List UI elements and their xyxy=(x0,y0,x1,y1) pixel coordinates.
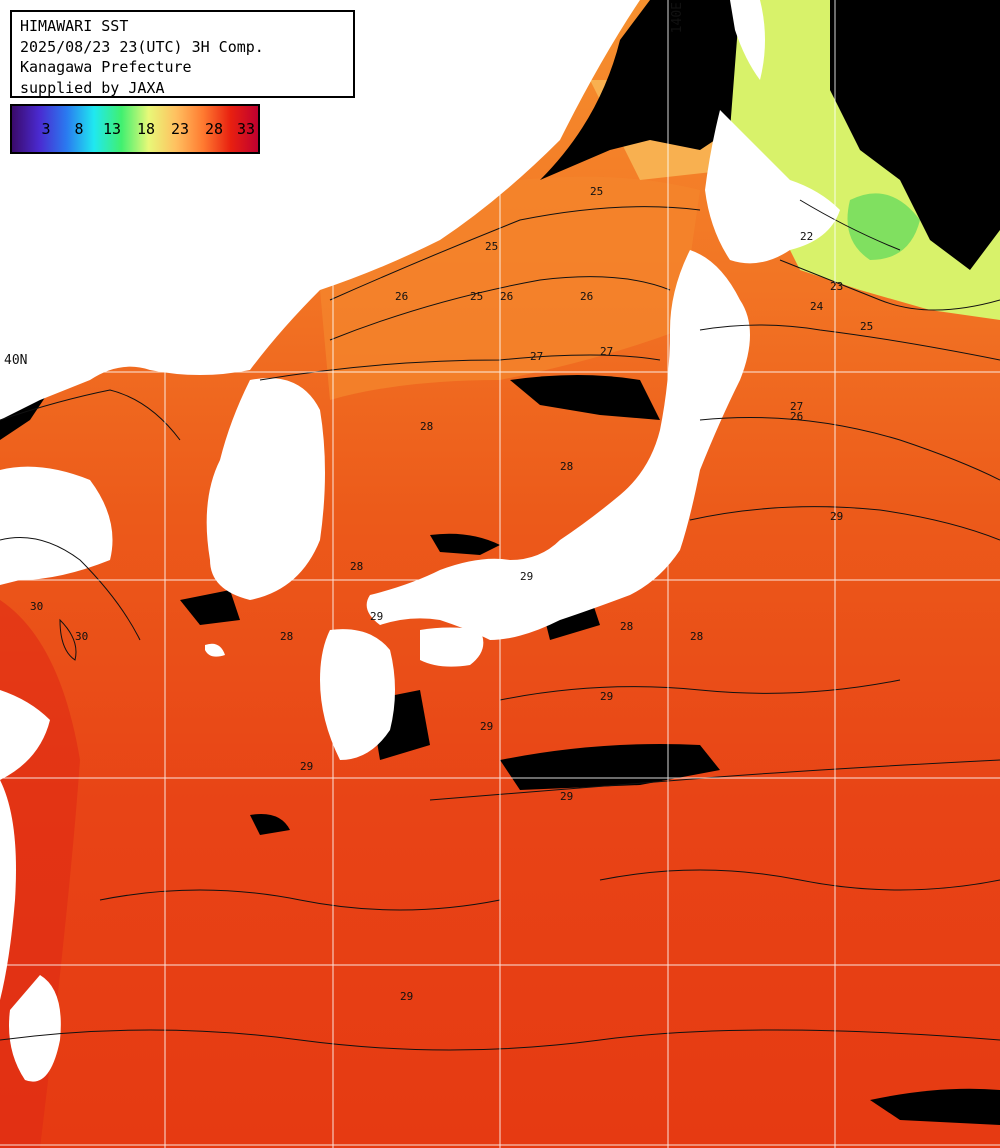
colorbar-tick: 28 xyxy=(204,120,224,138)
temperature-colorbar: 3 8 13 18 23 28 33 xyxy=(10,104,260,154)
contour-label: 28 xyxy=(620,620,633,633)
contour-label: 29 xyxy=(480,720,493,733)
contour-label: 27 xyxy=(530,350,543,363)
contour-label: 26 xyxy=(395,290,408,303)
contour-label: 29 xyxy=(560,790,573,803)
contour-label: 25 xyxy=(860,320,873,333)
contour-label: 26 xyxy=(790,410,803,423)
colorbar-tick: 3 xyxy=(41,120,51,138)
contour-label: 25 xyxy=(590,185,603,198)
contour-label: 29 xyxy=(400,990,413,1003)
colorbar-gradient xyxy=(12,106,258,152)
title-line-2: 2025/08/23 23(UTC) 3H Comp. xyxy=(20,37,264,56)
cold-eddy xyxy=(847,193,920,260)
colorbar-tick: 8 xyxy=(74,120,84,138)
colorbar-tick: 18 xyxy=(136,120,156,138)
title-line-1: HIMAWARI SST xyxy=(20,17,129,35)
title-line-4: supplied by JAXA xyxy=(20,78,165,97)
contour-label: 25 xyxy=(470,290,483,303)
contour-label: 29 xyxy=(600,690,613,703)
contour-label: 30 xyxy=(75,630,88,643)
contour-label: 30 xyxy=(30,600,43,613)
contour-label: 29 xyxy=(370,610,383,623)
isotherm-contours xyxy=(0,199,1000,1051)
contour-label: 29 xyxy=(830,510,843,523)
contour-label: 26 xyxy=(500,290,513,303)
lat-label-40n: 40N xyxy=(4,353,28,368)
contour-label: 24 xyxy=(810,300,824,313)
sea-of-japan-cool xyxy=(320,176,700,400)
contour-label: 26 xyxy=(580,290,593,303)
contour-label: 22 xyxy=(800,230,813,243)
contour-label: 28 xyxy=(420,420,433,433)
contour-label: 28 xyxy=(280,630,293,643)
contour-label: 28 xyxy=(560,460,573,473)
colorbar-tick: 13 xyxy=(102,120,122,138)
contour-label: 28 xyxy=(350,560,363,573)
colorbar-tick: 23 xyxy=(170,120,190,138)
contour-label: 29 xyxy=(300,760,313,773)
contour-label: 27 xyxy=(790,400,803,413)
contour-label: 29 xyxy=(520,570,533,583)
colorbar-tick: 33 xyxy=(236,120,256,138)
title-line-3: Kanagawa Prefecture xyxy=(20,58,192,76)
contour-label: 25 xyxy=(485,240,498,253)
contour-label: 28 xyxy=(690,630,703,643)
map-title-box: HIMAWARI SST 2025/08/23 23(UTC) 3H Comp.… xyxy=(10,10,355,98)
contour-label: 27 xyxy=(600,345,613,358)
contour-label: 23 xyxy=(830,280,843,293)
lon-label-140e: 140E xyxy=(670,2,685,34)
